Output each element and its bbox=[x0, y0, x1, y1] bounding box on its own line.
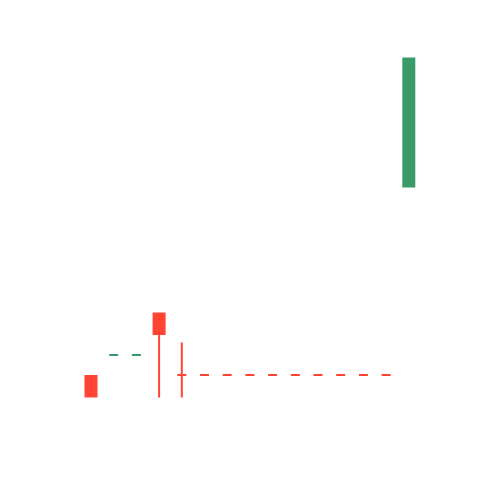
candle-body-0 bbox=[84, 375, 98, 398]
candle-body-14 bbox=[402, 57, 416, 188]
candle-body-3 bbox=[152, 312, 166, 335]
